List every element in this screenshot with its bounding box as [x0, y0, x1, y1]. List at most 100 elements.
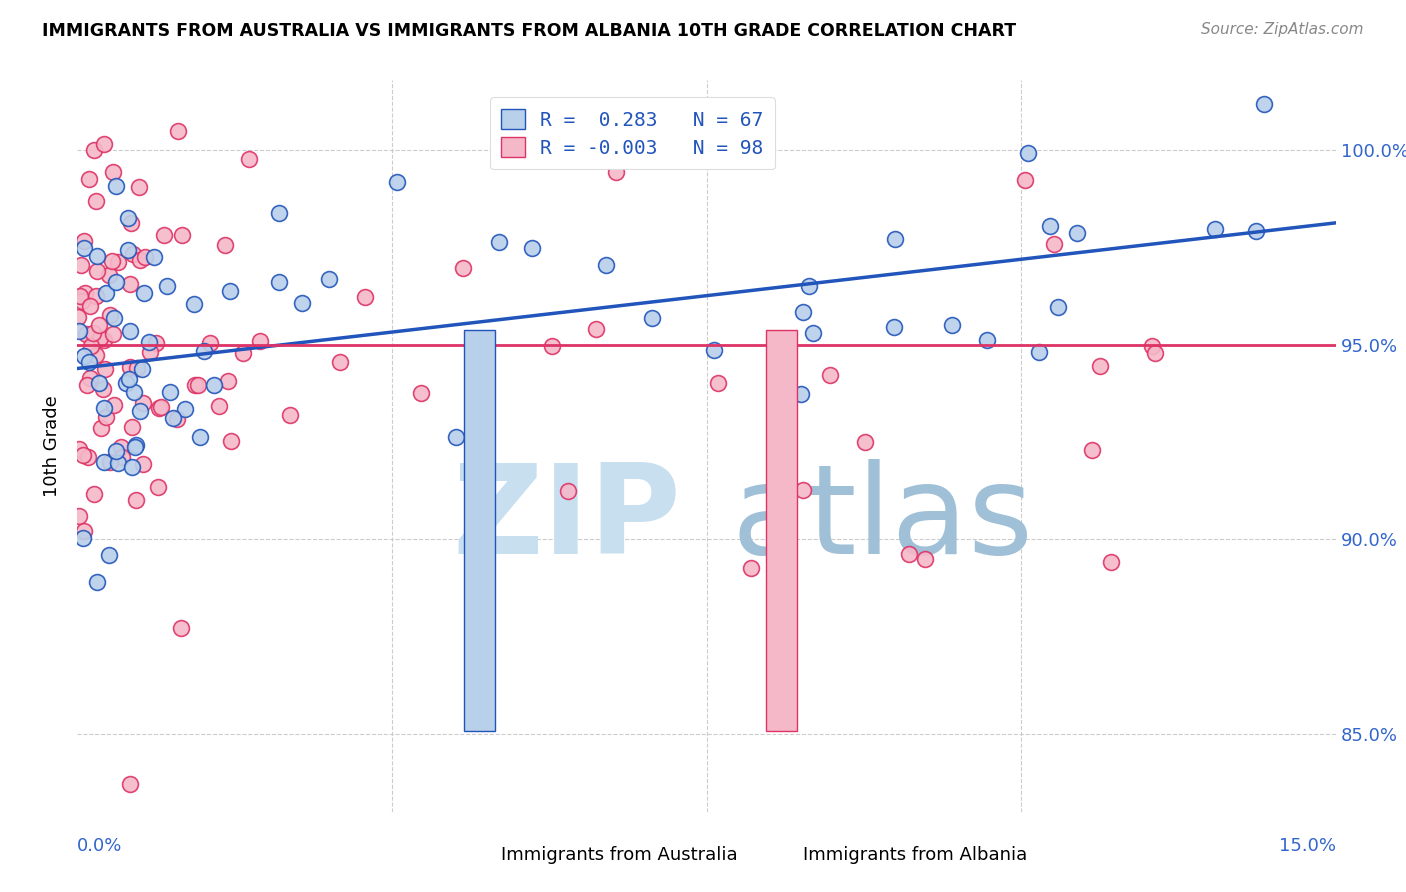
Point [83, 486, 105, 500]
Point [93, 333, 115, 347]
Point [184, 378, 207, 392]
Point [557, 484, 579, 499]
Point [98, 308, 121, 322]
Point [120, 216, 142, 230]
Point [120, 324, 142, 338]
Point [131, 362, 153, 376]
Point [134, 251, 156, 265]
Point [853, 434, 876, 449]
Point [193, 343, 215, 358]
Point [103, 165, 125, 179]
Point [145, 335, 167, 350]
Point [444, 430, 467, 444]
Point [1028, 345, 1050, 359]
Point [76, 450, 98, 464]
Y-axis label: 10th Grade: 10th Grade [44, 395, 62, 497]
Point [128, 404, 150, 418]
Point [138, 334, 160, 349]
Point [153, 228, 176, 243]
Point [107, 255, 129, 269]
Point [387, 175, 409, 189]
Point [121, 460, 143, 475]
Point [94, 410, 117, 425]
Point [1088, 359, 1111, 373]
Point [72, 448, 94, 462]
Point [120, 277, 142, 291]
Point [188, 430, 211, 444]
Point [219, 285, 242, 299]
Point [72, 350, 94, 364]
Legend: R =  0.283   N = 67, R = -0.003   N = 98: R = 0.283 N = 67, R = -0.003 N = 98 [489, 97, 775, 169]
Point [143, 250, 166, 264]
Point [166, 124, 188, 138]
Point [103, 310, 125, 325]
Point [83, 143, 105, 157]
Point [79, 370, 101, 384]
Point [67, 442, 90, 456]
Point [1253, 96, 1275, 111]
Point [202, 378, 225, 392]
Point [1142, 339, 1164, 353]
Point [101, 254, 124, 268]
Point [124, 438, 146, 452]
Point [129, 252, 152, 267]
Point [98, 455, 121, 469]
Point [219, 434, 242, 448]
Point [69, 324, 91, 338]
Point [170, 227, 193, 242]
Point [792, 305, 814, 319]
Point [1204, 222, 1226, 236]
Point [79, 299, 101, 313]
Point [124, 440, 146, 454]
Text: Source: ZipAtlas.com: Source: ZipAtlas.com [1201, 22, 1364, 37]
Point [72, 532, 94, 546]
Point [605, 165, 627, 179]
Point [124, 492, 146, 507]
Point [103, 398, 125, 412]
Point [453, 261, 475, 276]
Point [110, 440, 132, 454]
Point [641, 310, 664, 325]
Point [132, 396, 155, 410]
Point [80, 339, 103, 353]
Point [148, 401, 170, 415]
Text: ZIP: ZIP [453, 458, 682, 580]
Point [883, 232, 905, 246]
Point [121, 420, 143, 434]
Point [101, 327, 124, 342]
Point [86, 575, 108, 590]
Point [84, 194, 107, 208]
Point [118, 359, 141, 374]
Point [97, 549, 120, 563]
Point [703, 343, 725, 357]
Point [89, 376, 111, 391]
Text: atlas: atlas [731, 458, 1033, 580]
Point [90, 421, 112, 435]
Point [125, 361, 148, 376]
Point [150, 401, 173, 415]
Point [93, 136, 115, 151]
Point [93, 401, 115, 416]
Point [146, 480, 169, 494]
Point [354, 290, 377, 304]
Point [280, 408, 302, 422]
Point [238, 152, 260, 166]
Point [86, 263, 108, 277]
Point [120, 777, 142, 791]
Point [75, 327, 97, 342]
Point [883, 319, 905, 334]
Point [409, 385, 432, 400]
Point [318, 272, 340, 286]
Point [214, 238, 236, 252]
Point [166, 412, 188, 426]
Point [790, 386, 813, 401]
Point [82, 326, 104, 341]
Point [914, 552, 936, 566]
Point [121, 246, 143, 260]
Point [329, 354, 352, 368]
Point [117, 243, 139, 257]
Point [94, 362, 117, 376]
Point [93, 455, 115, 469]
Text: IMMIGRANTS FROM AUSTRALIA VS IMMIGRANTS FROM ALBANIA 10TH GRADE CORRELATION CHAR: IMMIGRANTS FROM AUSTRALIA VS IMMIGRANTS … [42, 22, 1017, 40]
Point [132, 457, 155, 471]
